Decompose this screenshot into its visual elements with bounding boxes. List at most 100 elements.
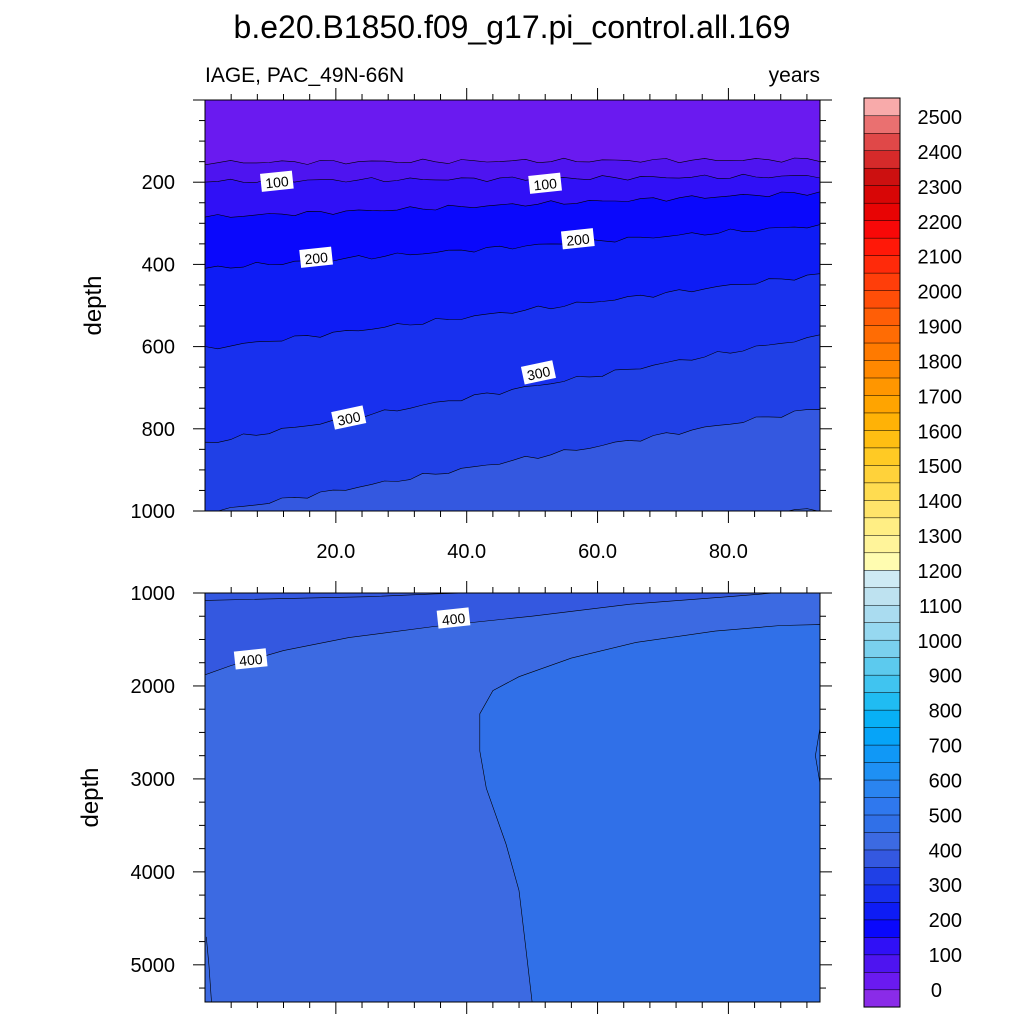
lower-contour-left-edge [206, 936, 212, 1002]
colorbar-swatch [863, 936, 901, 956]
upper-contour-label-bg [520, 360, 556, 385]
subtitle-left: IAGE, PAC_49N-66N [205, 64, 404, 87]
upper-ytick-label: 600 [142, 337, 175, 359]
colorbar-swatch [863, 290, 901, 309]
colorbar-label: 2300 [918, 177, 963, 199]
colorbar-label: 1800 [918, 351, 963, 373]
lower-bands [205, 593, 820, 1002]
upper-contour-label-text: 200 [565, 231, 590, 249]
colorbar: 0 100 200 300 400 500 600 700 800 900 1000 1100 1200… [863, 97, 963, 1008]
upper-band-350-400 [217, 409, 820, 511]
colorbar-swatch [863, 552, 901, 571]
colorbar-label: 1400 [918, 491, 963, 513]
colorbar-label: 700 [929, 736, 962, 758]
colorbar-swatch [863, 919, 901, 938]
upper-contour-label: 100 [260, 170, 294, 192]
colorbar-label: 2500 [918, 107, 963, 129]
colorbar-label: 1100 [919, 596, 962, 618]
colorbar-swatch [863, 464, 901, 484]
colorbar-label: 1300 [918, 526, 963, 548]
lower-panel: 1000 2000 3000 4000 5000 depth 400 400 [77, 581, 832, 1014]
lower-ytick-label: 2000 [131, 676, 176, 698]
colorbar-swatch [863, 150, 901, 169]
colorbar-swatch [863, 954, 901, 973]
colorbar-label: 100 [929, 945, 962, 967]
lower-frame [204, 592, 821, 1003]
colorbar-swatch [863, 622, 901, 641]
colorbar-swatch [863, 744, 901, 763]
colorbar-label: 1200 [918, 561, 963, 583]
colorbar-label: 1500 [918, 456, 963, 478]
upper-bands [205, 100, 820, 511]
lower-contour-label-bg [233, 648, 268, 670]
colorbar-swatch [863, 499, 901, 519]
colorbar-swatch [863, 709, 901, 728]
colorbar-label: 2200 [918, 212, 963, 234]
upper-xtick-label: 20.0 [316, 541, 355, 563]
colorbar-swatch [863, 255, 901, 274]
upper-contour-label: 100 [528, 172, 562, 194]
upper-panel: 200 400 600 800 1000 depth 20.0 40.0 60.0 80.0 100… [80, 88, 832, 563]
upper-contour-label-bg [528, 172, 562, 194]
colorbar-label: 1700 [918, 386, 963, 408]
chart-title: b.e20.B1850.f09_g17.pi_control.all.169 [234, 9, 791, 45]
colorbar-swatch [863, 220, 901, 239]
colorbar-swatch [863, 517, 901, 536]
upper-contour-label-bg [260, 170, 294, 192]
colorbar-swatch [863, 901, 901, 921]
colorbar-frame [863, 97, 901, 1008]
lower-contour-label-text: 400 [441, 610, 466, 628]
lower-ytick-label: 3000 [131, 769, 176, 791]
colorbar-swatch [863, 779, 901, 798]
colorbar-swatch [863, 202, 901, 221]
colorbar-swatch [863, 639, 901, 658]
colorbar-label: 1600 [918, 421, 963, 443]
colorbar-label: 2400 [918, 142, 963, 164]
colorbar-swatch [863, 237, 901, 256]
lower-contour-label: 400 [233, 648, 268, 670]
lower-contour-label: 400 [436, 607, 471, 629]
lower-ytick-label: 5000 [131, 955, 176, 977]
lower-contour-350 [205, 593, 467, 601]
colorbar-label: 2100 [918, 247, 963, 269]
colorbar-swatch [863, 587, 901, 606]
colorbar-swatch [863, 307, 901, 326]
colorbar-swatch [863, 412, 901, 431]
colorbar-label: 500 [929, 805, 962, 827]
upper-band-400-450 [786, 508, 820, 511]
colorbar-swatch [863, 272, 901, 291]
colorbar-swatch [863, 849, 901, 868]
colorbar-label: 600 [929, 770, 962, 792]
colorbar-label: 900 [929, 666, 962, 688]
colorbar-swatch [863, 692, 901, 711]
lower-band-450-500 [479, 624, 820, 1002]
upper-ytick-label: 200 [142, 172, 175, 194]
lower-ylabel: depth [77, 767, 104, 827]
colorbar-swatch [863, 167, 901, 186]
upper-contour-label-text: 300 [336, 408, 362, 429]
lower-ytick-label: 4000 [131, 862, 176, 884]
colorbar-swatch [863, 132, 901, 151]
colorbar-swatch [863, 569, 901, 589]
colorbar-swatch [863, 831, 901, 851]
colorbar-swatch [863, 866, 901, 886]
upper-contour-label-text: 100 [265, 173, 290, 191]
colorbar-swatch [863, 604, 901, 623]
lower-contour-label-text: 400 [238, 651, 263, 669]
upper-ytick-label: 400 [142, 254, 175, 276]
colorbar-swatch [863, 674, 901, 693]
lower-contour-right-edge [815, 727, 820, 784]
colorbar-label: 2000 [918, 282, 963, 304]
colorbar-label: 0 [931, 980, 942, 1002]
upper-contour-label-text: 100 [533, 175, 558, 193]
colorbar-swatch [863, 359, 901, 379]
upper-contour-label-text: 200 [304, 249, 329, 267]
upper-contour-label-bg [299, 246, 333, 268]
colorbar-swatch [863, 796, 901, 816]
colorbar-label: 1000 [918, 631, 963, 653]
upper-contour-label: 200 [560, 228, 595, 250]
colorbar-label: 300 [929, 875, 962, 897]
colorbar-swatch [863, 814, 901, 833]
colorbar-swatch [863, 342, 901, 361]
